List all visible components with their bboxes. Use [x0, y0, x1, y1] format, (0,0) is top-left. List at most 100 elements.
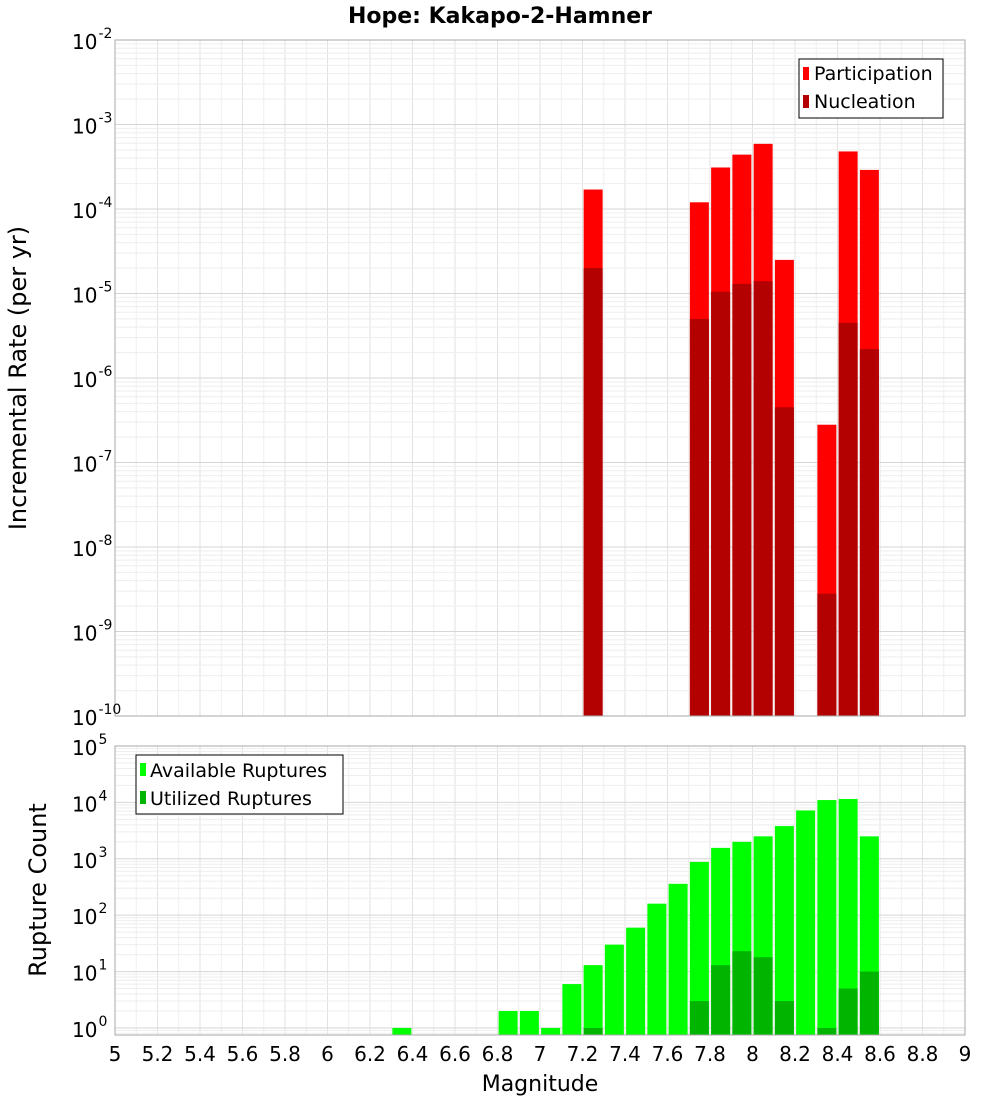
- top-y-tick-exponent: -9: [98, 618, 112, 634]
- bottom-bar-series-1: [498, 1010, 518, 1035]
- top-y-tick-exponent: -4: [98, 195, 112, 211]
- top-y-tick-label: 10-7: [72, 449, 112, 477]
- x-tick-label: 7.8: [694, 1042, 726, 1066]
- top-bar-series-2: [859, 349, 879, 716]
- bottom-y-tick-label: 105: [72, 732, 107, 760]
- top-y-tick-exponent: -3: [98, 111, 112, 127]
- x-tick-label: 6.6: [439, 1042, 471, 1066]
- top-y-tick-label: 10-9: [72, 618, 112, 646]
- top-bar-series-2: [838, 322, 858, 716]
- x-axis-label: Magnitude: [482, 1072, 599, 1097]
- bottom-y-tick-label: 104: [72, 788, 107, 816]
- top-plot-bars: [583, 143, 879, 717]
- bottom-bar-series-2: [753, 957, 773, 1035]
- top-bar-series-2: [711, 291, 731, 716]
- bottom-y-tick-exponent: 5: [98, 732, 107, 748]
- bottom-plot-bars: [392, 798, 879, 1035]
- top-y-tick-exponent: -8: [98, 533, 112, 549]
- bottom-plot-frame: [114, 745, 966, 1036]
- bottom-bar-series-1: [647, 903, 667, 1035]
- top-y-tick-label: 10-4: [72, 195, 113, 223]
- bottom-plot-y-axis-label: Rupture Count: [24, 803, 52, 977]
- top-bar-series-2: [753, 281, 773, 716]
- bottom-y-tick-exponent: 2: [98, 901, 107, 917]
- x-tick-label: 6.4: [397, 1042, 429, 1066]
- bottom-y-tick-exponent: 3: [98, 845, 107, 861]
- top-plot-y-axis-label: Incremental Rate (per yr): [4, 226, 32, 530]
- bottom-bar-series-2: [817, 1027, 837, 1035]
- bottom-y-tick-label: 101: [72, 958, 107, 986]
- bottom-bar-series-1: [519, 1010, 539, 1035]
- x-tick-label: 8.4: [822, 1042, 854, 1066]
- x-tick-label: 8.6: [864, 1042, 896, 1066]
- bottom-y-tick-exponent: 1: [98, 958, 107, 974]
- bottom-bar-series-2: [732, 951, 752, 1035]
- bottom-bar-series-1: [604, 944, 624, 1035]
- top-y-tick-exponent: -6: [98, 364, 112, 380]
- bottom-bar-series-1: [562, 984, 582, 1035]
- top-y-tick-exponent: -2: [98, 26, 112, 42]
- bottom-y-tick-label: 100: [72, 1014, 107, 1042]
- x-tick-label: 5: [109, 1042, 122, 1066]
- top-plot-y-ticks: 10-10 10-9 10-8 10-7 10-6 10-5 10-4 10-3 10-2: [72, 26, 121, 730]
- bottom-bar-series-2: [838, 988, 858, 1035]
- utilized-legend-swatch: [140, 791, 146, 804]
- bottom-bar-series-1: [626, 927, 646, 1035]
- x-tick-label: 5.4: [184, 1042, 216, 1066]
- top-bar-series-2: [774, 407, 794, 716]
- x-tick-label: 5.2: [142, 1042, 174, 1066]
- bottom-y-tick-label: 102: [72, 901, 107, 929]
- bottom-bar-series-1: [817, 800, 837, 1035]
- top-y-tick-label: 10-6: [72, 364, 113, 392]
- x-tick-label: 7.6: [652, 1042, 684, 1066]
- bottom-bar-series-2: [774, 1001, 794, 1035]
- nucleation-legend-swatch: [803, 95, 809, 108]
- nucleation-legend-label: Nucleation: [814, 91, 916, 113]
- utilized-legend-label: Utilized Ruptures: [150, 788, 312, 810]
- top-bar-series-2: [817, 593, 837, 716]
- bottom-plot-legend-box: [135, 754, 344, 815]
- top-y-tick-label: 10-3: [72, 111, 112, 139]
- top-y-tick-label: 10-8: [72, 533, 112, 561]
- x-tick-label: 7: [534, 1042, 547, 1066]
- x-tick-label: 5.8: [269, 1042, 301, 1066]
- bottom-plot-x-ticks: 5 5.2 5.4 5.6 5.8 6 6.2 6.4 6.6 6.8 7 7.2 7.4 7.6 7.8 8…: [109, 1042, 972, 1066]
- bottom-bar-series-2: [689, 1001, 709, 1035]
- bottom-bar-series-1: [689, 861, 709, 1035]
- x-tick-label: 6: [321, 1042, 334, 1066]
- top-y-tick-label: 10-2: [72, 26, 112, 54]
- bottom-bar-series-2: [711, 965, 731, 1035]
- top-bar-series-2: [732, 283, 752, 716]
- top-y-tick-exponent: -7: [98, 449, 112, 465]
- top-plot-grid: [114, 39, 966, 717]
- bottom-bar-series-1: [392, 1027, 412, 1035]
- x-tick-label: 9: [959, 1042, 972, 1066]
- bottom-y-tick-exponent: 0: [98, 1014, 107, 1030]
- top-y-tick-label: 10-10: [72, 702, 121, 730]
- x-tick-label: 6.2: [354, 1042, 386, 1066]
- x-tick-label: 7.2: [567, 1042, 599, 1066]
- bottom-y-tick-exponent: 4: [98, 788, 107, 804]
- bottom-y-tick-label: 103: [72, 845, 107, 873]
- x-tick-label: 7.4: [609, 1042, 641, 1066]
- bottom-bar-series-1: [774, 826, 794, 1035]
- bottom-plot-legend: Available Ruptures Utilized Ruptures: [135, 754, 344, 815]
- x-tick-label: 8.2: [779, 1042, 811, 1066]
- bottom-bar-series-1: [583, 965, 603, 1035]
- x-tick-label: 8.8: [907, 1042, 939, 1066]
- x-tick-label: 5.6: [227, 1042, 259, 1066]
- top-plot-frame: [114, 39, 966, 717]
- x-tick-label: 6.8: [482, 1042, 514, 1066]
- participation-legend-label: Participation: [814, 63, 933, 85]
- available-legend-label: Available Ruptures: [150, 760, 327, 782]
- top-y-tick-exponent: -10: [98, 702, 121, 718]
- top-plot-legend-box: [798, 58, 944, 119]
- bottom-bar-series-2: [859, 971, 879, 1035]
- bottom-bar-series-2: [583, 1027, 603, 1035]
- x-tick-label: 8: [746, 1042, 759, 1066]
- chart-title: Hope: Kakapo-2-Hamner: [348, 4, 652, 29]
- bottom-bar-series-1: [838, 798, 858, 1035]
- top-plot-legend: Participation Nucleation: [798, 58, 944, 119]
